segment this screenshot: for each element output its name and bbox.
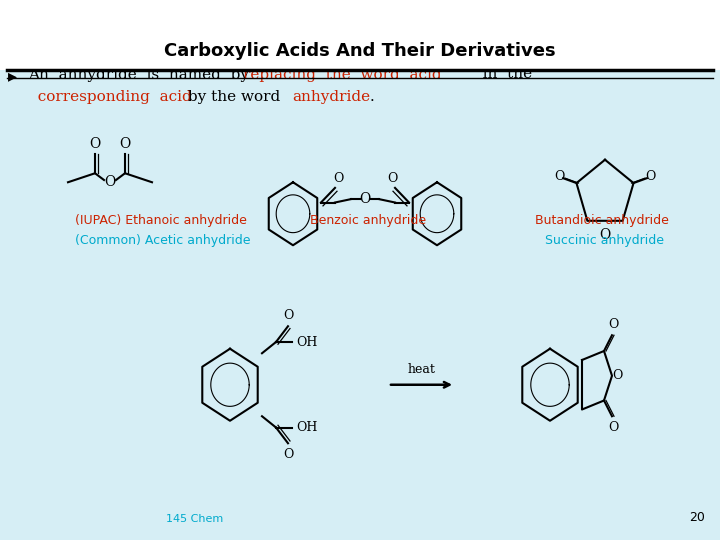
Text: 145 Chem: 145 Chem — [166, 514, 224, 524]
Text: corresponding  acid: corresponding acid — [28, 90, 192, 104]
Text: .: . — [370, 90, 374, 104]
Polygon shape — [14, 5, 66, 68]
Text: replacing  the  word  acid: replacing the word acid — [243, 68, 441, 82]
Text: O: O — [333, 172, 343, 185]
Text: O: O — [387, 172, 397, 185]
Text: O: O — [104, 176, 116, 189]
Text: Benzoic anhydride: Benzoic anhydride — [310, 214, 426, 227]
Text: O: O — [554, 170, 564, 183]
Text: OH: OH — [296, 335, 318, 348]
Text: An  anhydride  is  named  by: An anhydride is named by — [28, 68, 254, 82]
Text: O: O — [608, 421, 618, 434]
Text: by the word: by the word — [183, 90, 285, 104]
Text: O: O — [359, 192, 371, 206]
Text: ▸: ▸ — [8, 68, 17, 85]
Text: O: O — [612, 369, 622, 382]
Text: O: O — [89, 137, 101, 151]
Text: O: O — [608, 318, 618, 330]
Text: anhydride: anhydride — [292, 90, 370, 104]
Text: O: O — [599, 227, 611, 241]
Text: 4- Nomenclature of anhydride: 4- Nomenclature of anhydride — [10, 28, 315, 46]
Text: O: O — [120, 137, 130, 151]
Text: OH: OH — [296, 421, 318, 434]
Text: (IUPAC) Ethanoic anhydride: (IUPAC) Ethanoic anhydride — [75, 214, 247, 227]
Text: heat: heat — [408, 363, 436, 376]
Text: (Common) Acetic anhydride: (Common) Acetic anhydride — [75, 234, 251, 247]
Text: Succinic anhydride: Succinic anhydride — [545, 234, 664, 247]
Text: O: O — [645, 170, 656, 183]
Text: Butandioic anhydride: Butandioic anhydride — [535, 214, 669, 227]
Text: O: O — [283, 309, 293, 322]
Text: O: O — [283, 448, 293, 461]
Text: Carboxylic Acids And Their Derivatives: Carboxylic Acids And Their Derivatives — [164, 42, 556, 60]
Text: 1957: 1957 — [30, 55, 49, 61]
Text: in  the: in the — [468, 68, 532, 82]
Text: 20: 20 — [689, 511, 705, 524]
